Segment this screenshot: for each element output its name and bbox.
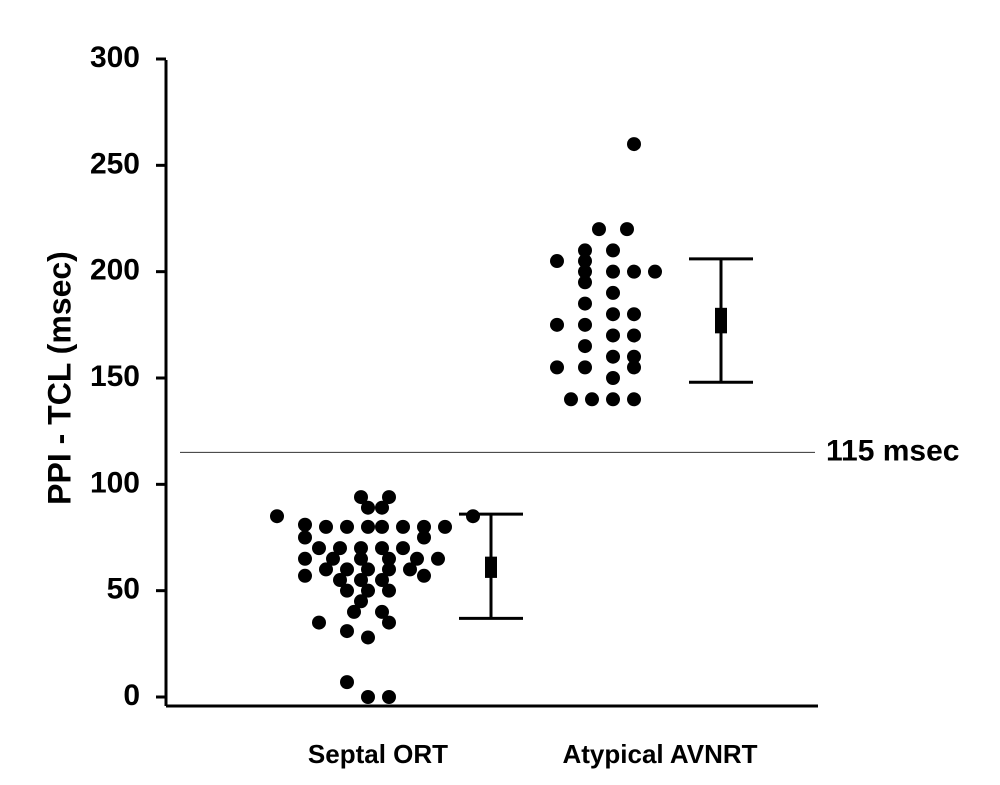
data-point [578, 317, 592, 332]
data-point [361, 500, 375, 515]
data-point [410, 551, 424, 566]
data-point [361, 583, 375, 598]
data-point [375, 519, 389, 534]
data-point [606, 264, 620, 279]
data-point [627, 360, 641, 375]
data-point [375, 604, 389, 619]
data-point [333, 573, 347, 588]
data-point [417, 519, 431, 534]
data-point [417, 530, 431, 545]
data-point [354, 573, 368, 588]
data-point [312, 615, 326, 630]
data-point [606, 307, 620, 322]
data-point [606, 392, 620, 407]
data-point [627, 392, 641, 407]
data-point [333, 541, 347, 556]
data-point [375, 573, 389, 588]
y-tick-label: 150 [90, 360, 140, 393]
data-point [340, 583, 354, 598]
data-point [466, 509, 480, 524]
data-point [361, 630, 375, 645]
data-point [578, 339, 592, 354]
data-point [627, 264, 641, 279]
data-point [347, 604, 361, 619]
data-point [354, 551, 368, 566]
category-label: Atypical AVNRT [562, 739, 757, 769]
axes: 0 50 100 150 200 250 300 [90, 41, 818, 712]
data-point [382, 562, 396, 577]
y-tick-label: 200 [90, 254, 140, 287]
y-tick-label: 300 [90, 41, 140, 74]
data-point [578, 254, 592, 269]
error-bars [459, 257, 753, 620]
data-point [627, 328, 641, 343]
y-tick-label: 250 [90, 147, 140, 180]
data-point [648, 264, 662, 279]
data-point [319, 562, 333, 577]
data-point [592, 222, 606, 237]
error-bar-mean [715, 307, 727, 334]
data-point [326, 551, 340, 566]
data-point [606, 371, 620, 385]
data-point [382, 615, 396, 630]
error-bar-mean [485, 556, 497, 578]
data-point [354, 594, 368, 609]
data-point [606, 328, 620, 343]
data-point [550, 317, 564, 332]
data-point [578, 243, 592, 258]
data-point [361, 562, 375, 577]
data-point [375, 500, 389, 515]
data-point [417, 568, 431, 583]
data-point [298, 551, 312, 566]
data-point [431, 551, 445, 566]
data-point [396, 541, 410, 556]
data-point [578, 264, 592, 279]
data-point [340, 624, 354, 639]
data-point [340, 519, 354, 534]
data-point [550, 254, 564, 269]
data-point [361, 690, 375, 704]
data-point [585, 392, 599, 407]
data-point [382, 551, 396, 566]
data-point [620, 222, 634, 237]
data-point [550, 360, 564, 375]
category-labels: Septal ORT Atypical AVNRT [308, 739, 758, 769]
data-point [354, 490, 368, 505]
data-point [270, 509, 284, 524]
y-tick-label: 100 [90, 466, 140, 499]
data-point [578, 360, 592, 375]
data-point [627, 137, 641, 152]
data-point [298, 568, 312, 583]
threshold-label: 115 msec [826, 434, 959, 467]
data-point [564, 392, 578, 407]
data-point [375, 541, 389, 556]
data-point [627, 349, 641, 364]
data-point [627, 307, 641, 322]
category-label: Septal ORT [308, 739, 448, 769]
data-point [403, 562, 417, 577]
data-point [382, 583, 396, 598]
data-point [578, 275, 592, 290]
data-point [298, 517, 312, 532]
data-point [606, 243, 620, 258]
data-point [340, 562, 354, 577]
data-point [298, 530, 312, 545]
data-point [578, 296, 592, 311]
data-point [354, 541, 368, 556]
data-point [361, 519, 375, 534]
y-tick-label: 0 [123, 679, 140, 712]
y-axis-title: PPI - TCL (msec) [41, 251, 77, 505]
data-point [319, 519, 333, 534]
data-point [438, 519, 452, 534]
data-point [396, 519, 410, 534]
data-point [606, 349, 620, 364]
data-point [382, 490, 396, 505]
data-point [606, 285, 620, 300]
data-point [382, 690, 396, 704]
y-tick-label: 50 [107, 573, 140, 606]
data-point [312, 541, 326, 556]
threshold-group: 115 msec [180, 434, 959, 467]
data-point [340, 675, 354, 690]
